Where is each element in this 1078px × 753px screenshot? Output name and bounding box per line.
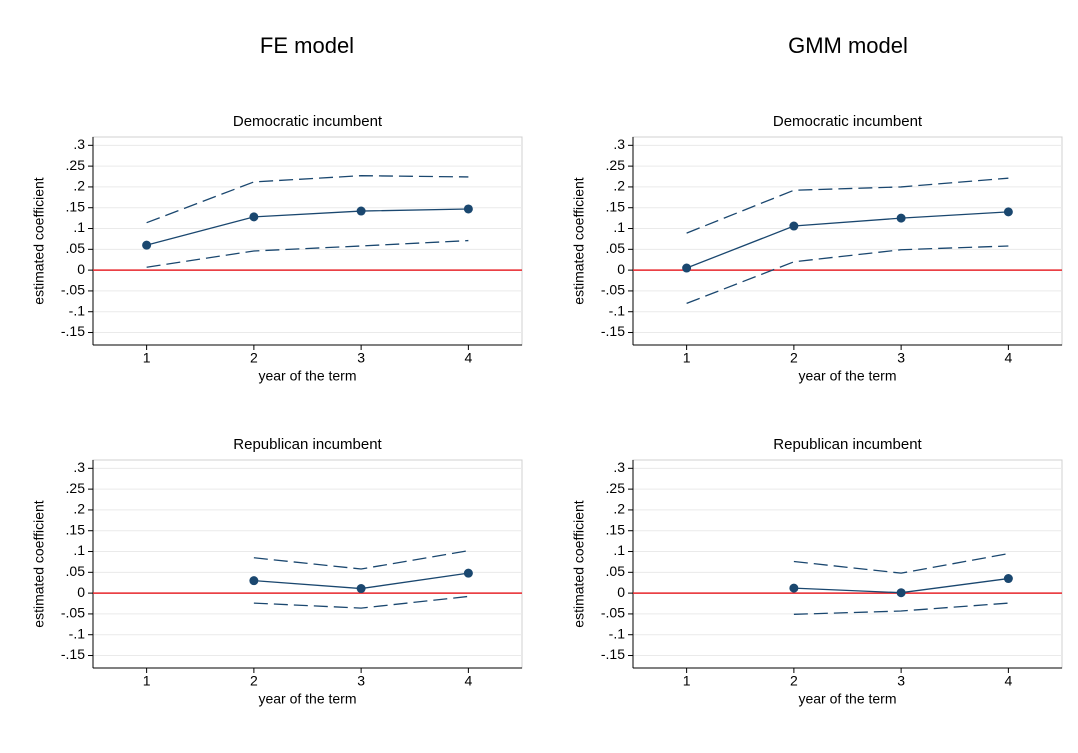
y-tick-label: .25 <box>606 480 626 496</box>
y-tick-label: 0 <box>617 261 625 277</box>
y-tick-label: .05 <box>66 240 86 256</box>
x-tick-label: 4 <box>1004 673 1012 689</box>
ci-line <box>686 245 1009 305</box>
plot-area <box>632 459 1063 669</box>
y-tick-label: .1 <box>73 542 85 558</box>
x-tick-label: 1 <box>143 350 151 366</box>
x-tick-label: 3 <box>897 673 905 689</box>
y-tick-label: -.05 <box>601 282 625 298</box>
estimate-line <box>146 208 469 246</box>
y-tick-label: -.15 <box>601 323 625 339</box>
x-tick-label: 2 <box>250 673 258 689</box>
x-axis-label: year of the term <box>798 691 896 707</box>
y-tick-label: .3 <box>73 459 85 475</box>
panel-title: Democratic incumbent <box>773 113 923 130</box>
ci-line <box>793 552 1009 574</box>
point <box>896 588 906 598</box>
x-axis-label: year of the term <box>258 368 356 384</box>
ci-line <box>793 602 1009 615</box>
x-tick-label: 3 <box>357 673 365 689</box>
y-axis-label: estimated coefficient <box>31 177 47 304</box>
y-tick-label: -.15 <box>61 646 85 662</box>
y-tick-label: .2 <box>73 501 85 517</box>
y-tick-label: 0 <box>617 584 625 600</box>
y-axis-label: estimated coefficient <box>31 500 47 627</box>
y-tick-label: -.1 <box>69 625 86 641</box>
y-tick-label: -.1 <box>609 625 626 641</box>
point <box>896 213 906 223</box>
x-tick-label: 2 <box>790 350 798 366</box>
y-tick-label: -.05 <box>601 605 625 621</box>
x-tick-label: 3 <box>357 350 365 366</box>
ci-line <box>686 177 1009 234</box>
y-tick-label: .3 <box>613 136 625 152</box>
point <box>682 263 692 273</box>
point <box>356 206 366 216</box>
y-tick-label: 0 <box>77 584 85 600</box>
y-tick-label: -.05 <box>61 282 85 298</box>
column-title: FE model <box>260 33 354 58</box>
y-axis-label: estimated coefficient <box>571 500 587 627</box>
y-tick-label: .25 <box>66 480 86 496</box>
point <box>789 221 799 231</box>
point <box>249 212 259 222</box>
panel-title: Republican incumbent <box>773 436 922 453</box>
point <box>1003 207 1013 217</box>
y-tick-label: .05 <box>66 563 86 579</box>
x-axis-label: year of the term <box>258 691 356 707</box>
plot-area <box>632 136 1063 346</box>
x-tick-label: 1 <box>683 350 691 366</box>
column-title: GMM model <box>788 33 908 58</box>
point <box>1003 574 1013 584</box>
y-tick-label: .25 <box>606 157 626 173</box>
y-axis-label: estimated coefficient <box>571 177 587 304</box>
y-tick-label: .15 <box>66 198 86 214</box>
y-tick-label: .1 <box>613 219 625 235</box>
x-tick-label: 3 <box>897 350 905 366</box>
y-tick-label: .05 <box>606 563 626 579</box>
y-tick-label: -.1 <box>609 302 626 318</box>
point <box>789 583 799 593</box>
y-tick-label: .1 <box>73 219 85 235</box>
y-tick-label: -.15 <box>601 646 625 662</box>
ci-line <box>146 239 469 268</box>
point <box>249 576 259 586</box>
x-tick-label: 1 <box>143 673 151 689</box>
y-tick-label: .25 <box>66 157 86 173</box>
x-tick-label: 2 <box>790 673 798 689</box>
y-tick-label: .2 <box>613 501 625 517</box>
y-tick-label: .2 <box>73 178 85 194</box>
y-tick-label: .05 <box>606 240 626 256</box>
x-tick-label: 4 <box>464 350 472 366</box>
panel-title: Democratic incumbent <box>233 113 383 130</box>
point <box>463 204 473 214</box>
ci-line <box>253 595 469 609</box>
y-tick-label: .15 <box>66 521 86 537</box>
x-axis-label: year of the term <box>798 368 896 384</box>
ci-line <box>253 550 469 570</box>
point <box>142 240 152 250</box>
y-tick-label: .2 <box>613 178 625 194</box>
ci-line <box>146 175 469 224</box>
y-tick-label: 0 <box>77 261 85 277</box>
y-tick-label: -.15 <box>61 323 85 339</box>
x-tick-label: 4 <box>464 673 472 689</box>
point <box>356 584 366 594</box>
x-tick-label: 1 <box>683 673 691 689</box>
y-tick-label: .3 <box>73 136 85 152</box>
y-tick-label: .1 <box>613 542 625 558</box>
panel-title: Republican incumbent <box>233 436 382 453</box>
y-tick-label: .3 <box>613 459 625 475</box>
y-tick-label: -.1 <box>69 302 86 318</box>
x-tick-label: 4 <box>1004 350 1012 366</box>
y-tick-label: .15 <box>606 198 626 214</box>
y-tick-label: -.05 <box>61 605 85 621</box>
estimate-line <box>686 211 1009 269</box>
point <box>463 568 473 578</box>
y-tick-label: .15 <box>606 521 626 537</box>
x-tick-label: 2 <box>250 350 258 366</box>
